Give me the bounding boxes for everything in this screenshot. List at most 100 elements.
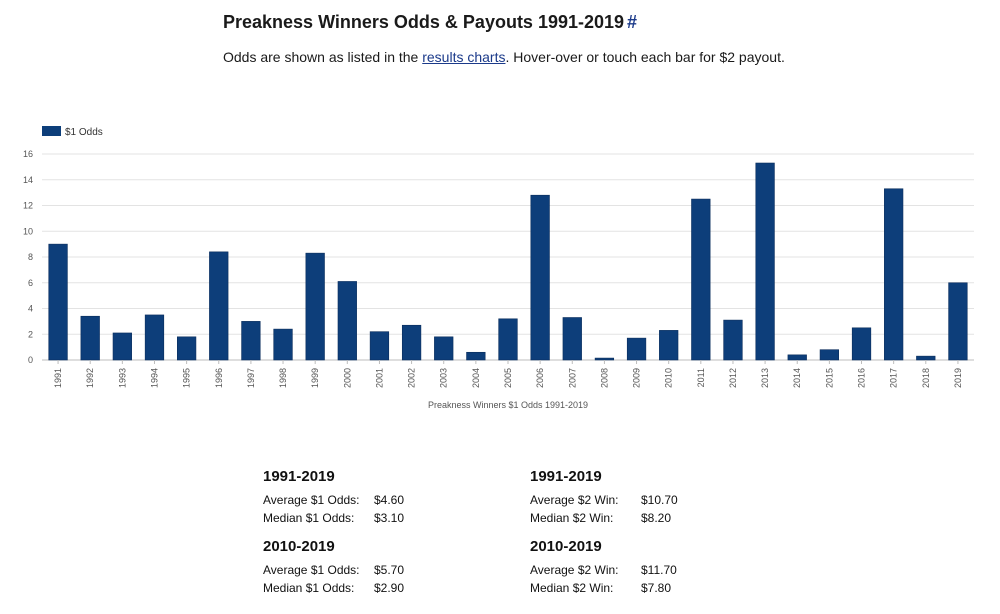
- bar-2015: [819, 349, 839, 361]
- x-tick-label: 2013: [760, 368, 770, 388]
- bar-2005: [498, 318, 518, 361]
- intro-before: Odds are shown as listed in the: [223, 49, 423, 65]
- stats-label: Average $1 Odds:: [263, 563, 360, 577]
- x-tick-label: 1995: [182, 368, 192, 388]
- bar-2011: [691, 198, 711, 361]
- y-tick-label: 16: [23, 149, 33, 159]
- x-tick-label: 2005: [503, 368, 513, 388]
- x-tick-label: 1992: [85, 368, 95, 388]
- bar-2001: [369, 331, 390, 361]
- stats-row: Average $1 Odds: $5.70: [263, 561, 404, 579]
- y-tick-label: 6: [28, 278, 33, 288]
- bar-1994: [144, 314, 165, 361]
- odds-bar-chart: 0 2 4 6 8 10 12 14 16 $1 Odds 1991 1992 1993 1994 1995…: [23, 126, 974, 410]
- x-tick-label: 2017: [889, 368, 899, 388]
- x-tick-label: 1999: [310, 368, 320, 388]
- bar-2007: [562, 317, 582, 361]
- stats-row: Average $1 Odds: $4.60: [263, 491, 404, 509]
- x-tick-label: 2000: [342, 368, 352, 388]
- bar-2009: [626, 337, 647, 361]
- bar-2003: [434, 336, 454, 361]
- stats-label: Average $2 Win:: [530, 493, 619, 507]
- bar-2000: [337, 281, 357, 361]
- x-tick-label: 2014: [792, 368, 802, 388]
- x-tick-label: 1996: [214, 368, 224, 388]
- stats-value: $3.10: [374, 511, 405, 525]
- x-tick-label: 2010: [664, 368, 674, 388]
- x-tick-label: 1991: [53, 368, 63, 388]
- stats-heading: 1991-2019: [263, 468, 335, 485]
- bar-2010: [659, 330, 679, 361]
- bar-2014: [787, 354, 807, 361]
- y-tick-label: 0: [28, 355, 33, 365]
- x-tick-label: 2004: [471, 368, 481, 388]
- x-tick-label: 2019: [953, 368, 963, 388]
- page-title-text: Preakness Winners Odds & Payouts 1991-20…: [223, 12, 625, 32]
- x-tick-label: 2018: [921, 368, 931, 388]
- bar-2002: [401, 324, 422, 361]
- x-tick-label: 1993: [117, 368, 127, 388]
- intro-after: . Hover-over or touch each bar for $2 pa…: [505, 49, 785, 65]
- bar-1996: [209, 251, 229, 361]
- stats-row: Median $1 Odds: $2.90: [263, 579, 404, 597]
- x-tick-label: 2016: [857, 368, 867, 388]
- stats-value: $10.70: [641, 493, 678, 507]
- stats-row: Median $2 Win: $8.20: [530, 509, 678, 527]
- stats-label: Median $1 Odds:: [263, 511, 355, 525]
- bar-1995: [177, 336, 197, 361]
- stats-odds-column: 1991-2019 Average $1 Odds: $4.60 Median $…: [263, 468, 404, 608]
- stats-label: Median $2 Win:: [530, 581, 614, 595]
- x-tick-label: 1994: [149, 368, 159, 388]
- bar-1991: [48, 243, 68, 361]
- bar-2006: [530, 194, 550, 361]
- bar-2018: [916, 355, 936, 361]
- stats-payout-column: 1991-2019 Average $2 Win: $10.70 Median $…: [530, 468, 678, 608]
- page-title: Preakness Winners Odds & Payouts 1991-20…: [223, 12, 637, 33]
- x-tick-label: 2011: [696, 368, 706, 387]
- x-tick-label: 2007: [567, 368, 577, 388]
- x-tick-label: 2008: [599, 368, 609, 388]
- y-tick-label: 2: [28, 329, 33, 339]
- results-charts-link[interactable]: results charts: [422, 49, 506, 65]
- x-tick-label: 2003: [439, 368, 449, 388]
- bar-1997: [241, 321, 261, 361]
- x-tick-label: 2009: [632, 368, 642, 388]
- y-tick-label: 10: [23, 226, 33, 236]
- title-anchor-link[interactable]: #: [627, 12, 638, 32]
- bar-2016: [851, 327, 872, 361]
- stats-row: Average $2 Win: $10.70: [530, 491, 678, 509]
- bar-2004: [466, 351, 486, 361]
- stats-label: Median $1 Odds:: [263, 581, 355, 595]
- bar-2012: [723, 319, 743, 361]
- stats-label: Average $2 Win:: [530, 563, 619, 577]
- stats-block: 2010-2019 Average $2 Win: $11.70 Median $…: [530, 538, 678, 608]
- stats-block: 1991-2019 Average $2 Win: $10.70 Median $…: [530, 468, 678, 538]
- stats-value: $2.90: [374, 581, 405, 595]
- legend-label: $1 Odds: [65, 127, 103, 138]
- x-tick-label: 1997: [246, 368, 256, 388]
- stats-row: Median $2 Win: $7.80: [530, 579, 678, 597]
- stats-value: $11.70: [641, 563, 677, 577]
- stats-heading: 1991-2019: [530, 468, 602, 485]
- stats-value: $7.80: [641, 581, 672, 595]
- bar-2017: [884, 188, 904, 361]
- intro-text: Odds are shown as listed in the results …: [223, 49, 785, 65]
- stats-block: 1991-2019 Average $1 Odds: $4.60 Median $…: [263, 468, 404, 538]
- stats-heading: 2010-2019: [530, 538, 602, 555]
- chart-caption: Preakness Winners $1 Odds 1991-2019: [428, 400, 588, 410]
- stats-row: Median $1 Odds: $3.10: [263, 509, 404, 527]
- y-tick-label: 12: [23, 201, 33, 211]
- stats-row: Average $2 Win: $11.70: [530, 561, 678, 579]
- y-tick-label: 8: [28, 252, 33, 262]
- stats-label: Median $2 Win:: [530, 511, 614, 525]
- bar-2008: [594, 357, 615, 361]
- bar-2013: [755, 162, 775, 361]
- y-tick-label: 4: [28, 304, 33, 314]
- stats-label: Average $1 Odds:: [263, 493, 360, 507]
- stats-value: $5.70: [374, 563, 405, 577]
- bar-1998: [273, 328, 293, 361]
- bar-1999: [305, 252, 325, 361]
- y-tick-label: 14: [23, 175, 33, 185]
- x-tick-label: 2015: [824, 368, 834, 388]
- stats-block: 2010-2019 Average $1 Odds: $5.70 Median $…: [263, 538, 404, 608]
